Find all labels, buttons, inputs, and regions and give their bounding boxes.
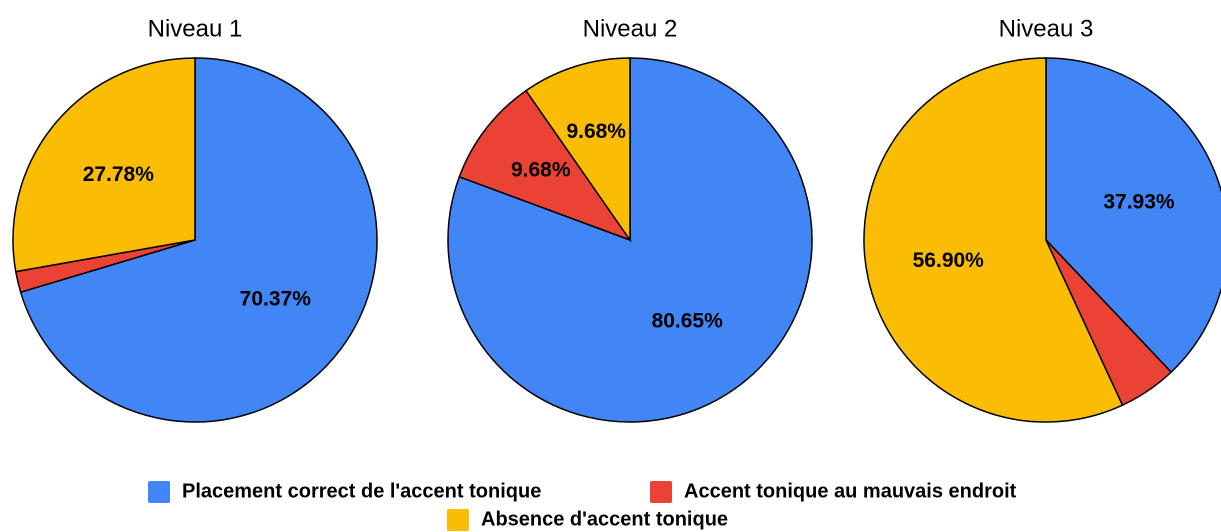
pie-slice bbox=[458, 89, 632, 242]
legend-label: Absence d'accent tonique bbox=[481, 508, 728, 530]
legend-label: Placement correct de l'accent tonique bbox=[182, 480, 541, 502]
pie-slice bbox=[447, 57, 813, 423]
value-label: 9.68% bbox=[511, 158, 571, 181]
pie-title: Niveau 3 bbox=[999, 15, 1094, 42]
pie-slice bbox=[863, 57, 1124, 423]
value-label: 80.65% bbox=[652, 310, 724, 333]
pie-slice bbox=[19, 57, 378, 423]
pie-slice bbox=[1045, 57, 1221, 374]
pie-slice bbox=[12, 57, 196, 273]
pie-title: Niveau 2 bbox=[583, 15, 678, 42]
value-label: 37.93% bbox=[1103, 190, 1175, 213]
value-label: 9.68% bbox=[566, 120, 626, 143]
pie-title: Niveau 1 bbox=[148, 15, 243, 42]
legend-swatch bbox=[650, 481, 672, 503]
legend-swatch bbox=[148, 481, 170, 503]
legend-label: Accent tonique au mauvais endroit bbox=[684, 480, 1017, 502]
value-label: 56.90% bbox=[913, 249, 985, 272]
value-label: 70.37% bbox=[240, 287, 312, 310]
pie-slice bbox=[524, 57, 631, 243]
value-label: 27.78% bbox=[83, 163, 155, 186]
legend-swatch bbox=[447, 509, 469, 531]
